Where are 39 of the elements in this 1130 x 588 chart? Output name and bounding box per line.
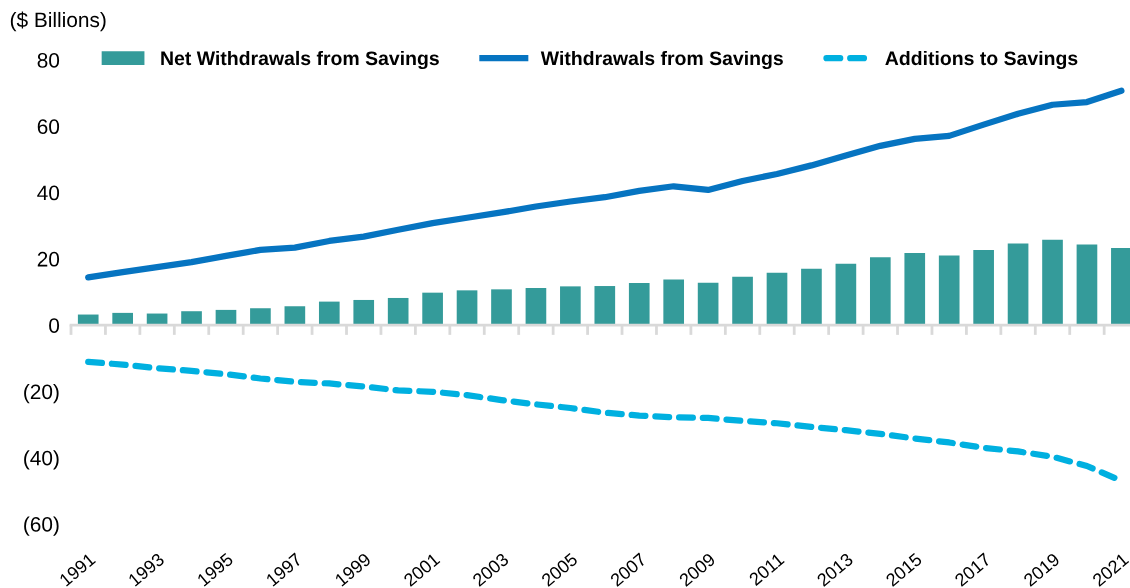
legend-label: Net Withdrawals from Savings — [161, 50, 439, 70]
bar — [353, 299, 375, 326]
bar — [904, 252, 926, 326]
bar — [1007, 243, 1029, 326]
y-tick-label: (40) — [24, 450, 59, 470]
y-axis-title: ($ Billions) — [10, 11, 106, 32]
bar — [697, 282, 719, 326]
legend-label: Additions to Savings — [885, 50, 1078, 70]
y-tick-label: 60 — [37, 119, 60, 135]
bar — [766, 272, 788, 326]
bar — [284, 306, 306, 326]
bar — [112, 312, 133, 326]
y-tick-label: 80 — [37, 53, 60, 68]
bar — [387, 297, 409, 326]
y-tick-label: (60) — [24, 516, 59, 536]
bar — [1042, 239, 1063, 326]
legend-label: Withdrawals from Savings — [540, 50, 783, 70]
bar — [491, 289, 512, 326]
bar — [973, 249, 994, 326]
bar — [628, 283, 650, 326]
bar — [318, 301, 340, 326]
bar — [456, 290, 478, 326]
y-tick-label: 40 — [37, 185, 60, 201]
y-tick-label: 20 — [37, 251, 60, 267]
bar — [525, 288, 547, 326]
bar — [422, 292, 443, 326]
bar — [560, 286, 581, 326]
bar — [869, 257, 891, 326]
bar — [1076, 244, 1098, 326]
y-tick-label: (20) — [24, 383, 59, 404]
bar — [732, 276, 753, 326]
bar — [663, 279, 685, 326]
y-tick-label: 0 — [49, 318, 60, 333]
bar — [181, 311, 202, 326]
bar — [938, 255, 960, 326]
bar — [835, 263, 857, 326]
bar — [801, 268, 822, 326]
bar — [250, 308, 271, 326]
bar — [594, 286, 616, 326]
